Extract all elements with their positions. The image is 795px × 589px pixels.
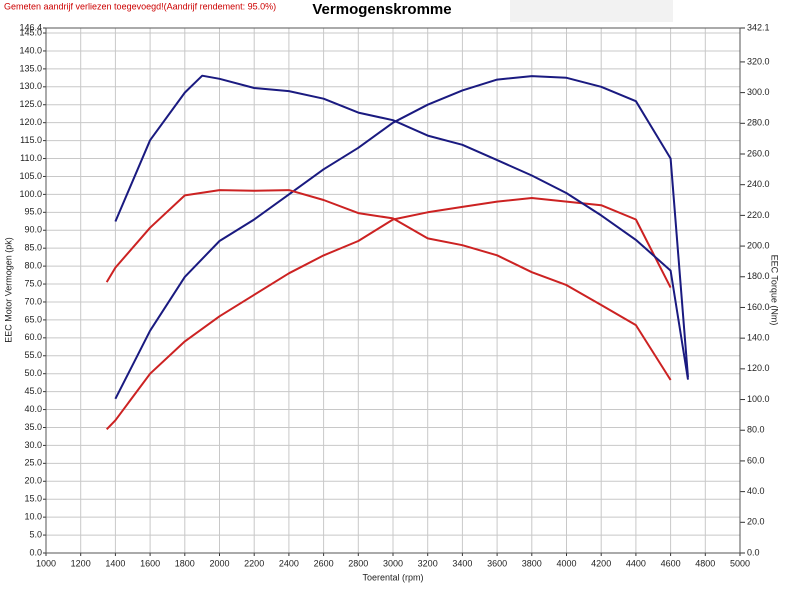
- y2-tick-label: 0.0: [747, 547, 760, 557]
- y-tick-label: 60.0: [24, 332, 42, 342]
- y-tick-label: 95.0: [24, 207, 42, 217]
- y-tick-label: 20.0: [24, 476, 42, 486]
- subtitle: Gemeten aandrijf verliezen toegevoegd!(A…: [4, 1, 276, 11]
- y-tick-label: 140.0: [19, 45, 42, 55]
- y2-tick-label: 240.0: [747, 179, 770, 189]
- y-tick-label: 75.0: [24, 278, 42, 288]
- x-tick-label: 3200: [418, 558, 438, 568]
- x-tick-label: 1400: [105, 558, 125, 568]
- x-tick-label: 2000: [209, 558, 229, 568]
- y2-tick-label: 40.0: [747, 486, 765, 496]
- y-tick-label: 125.0: [19, 99, 42, 109]
- x-tick-label: 3800: [522, 558, 542, 568]
- x-tick-label: 1000: [36, 558, 56, 568]
- y2-tick-label: 120.0: [747, 363, 770, 373]
- y-tick-label: 0.0: [29, 547, 42, 557]
- y2-tick-label: 60.0: [747, 455, 765, 465]
- y2-tick-label: 80.0: [747, 425, 765, 435]
- x-axis-label: Toerental (rpm): [362, 572, 423, 582]
- x-tick-label: 3400: [452, 558, 472, 568]
- x-tick-label: 1800: [175, 558, 195, 568]
- y-tick-label: 100.0: [19, 189, 42, 199]
- y-axis-label: EEC Motor Vermogen (pk): [3, 237, 13, 343]
- y2-tick-label: 220.0: [747, 210, 770, 220]
- x-tick-label: 1600: [140, 558, 160, 568]
- y-tick-label: 30.0: [24, 440, 42, 450]
- y2-tick-label: 342.1: [747, 22, 770, 32]
- y2-tick-label: 260.0: [747, 148, 770, 158]
- x-tick-label: 2200: [244, 558, 264, 568]
- x-tick-label: 5000: [730, 558, 750, 568]
- plot-frame: [45, 27, 741, 554]
- y-tick-label: 135.0: [19, 63, 42, 73]
- x-tick-label: 3000: [383, 558, 403, 568]
- y-tick-label: 115.0: [20, 135, 42, 145]
- x-tick-label: 2800: [348, 558, 368, 568]
- y2-tick-label: 160.0: [747, 302, 770, 312]
- y-tick-label: 50.0: [24, 368, 42, 378]
- y-tick-label: 120.0: [19, 117, 42, 127]
- y-tick-label: 25.0: [24, 458, 42, 468]
- y-tick-label: 45.0: [24, 386, 42, 396]
- y-tick-label: 130.0: [19, 81, 42, 91]
- x-tick-label: 3600: [487, 558, 507, 568]
- y-tick-label: 10.0: [24, 512, 42, 522]
- y2-tick-label: 180.0: [747, 271, 770, 281]
- y2-tick-label: 300.0: [747, 87, 770, 97]
- y-tick-label: 105.0: [19, 171, 42, 181]
- y-tick-label: 70.0: [24, 296, 42, 306]
- x-tick-label: 4200: [591, 558, 611, 568]
- x-tick-label: 2400: [279, 558, 299, 568]
- y-tick-label: 145.0: [19, 27, 42, 37]
- y-tick-label: 80.0: [24, 260, 42, 270]
- y-tick-label: 110.0: [20, 153, 42, 163]
- curve: [114, 74, 689, 380]
- y-tick-label: 85.0: [24, 243, 42, 253]
- x-tick-label: 1200: [71, 558, 91, 568]
- x-tick-label: 4800: [695, 558, 715, 568]
- y2-tick-label: 200.0: [747, 240, 770, 250]
- curve: [114, 75, 689, 400]
- y2-tick-label: 140.0: [747, 333, 770, 343]
- y-tick-label: 90.0: [24, 225, 42, 235]
- x-tick-label: 4600: [661, 558, 681, 568]
- y2-tick-label: 100.0: [747, 394, 770, 404]
- y-tick-label: 5.0: [29, 529, 42, 539]
- x-tick-label: 4400: [626, 558, 646, 568]
- y-tick-label: 40.0: [24, 404, 42, 414]
- chart-title: Vermogenskromme: [312, 1, 451, 18]
- curve: [105, 197, 672, 430]
- y-tick-label: 15.0: [24, 494, 42, 504]
- y2-tick-label: 20.0: [747, 517, 765, 527]
- y2-axis-label: EEC Torque (Nm): [770, 255, 780, 326]
- y-tick-label: 35.0: [24, 422, 42, 432]
- curve: [105, 189, 672, 381]
- y2-tick-label: 280.0: [747, 118, 770, 128]
- y-tick-label: 146.4: [19, 22, 42, 32]
- x-tick-label: 2600: [314, 558, 334, 568]
- header-box: [510, 0, 673, 22]
- y2-tick-label: 320.0: [747, 56, 770, 66]
- y-tick-label: 55.0: [24, 350, 42, 360]
- y-tick-label: 65.0: [24, 314, 42, 324]
- x-tick-label: 4000: [556, 558, 576, 568]
